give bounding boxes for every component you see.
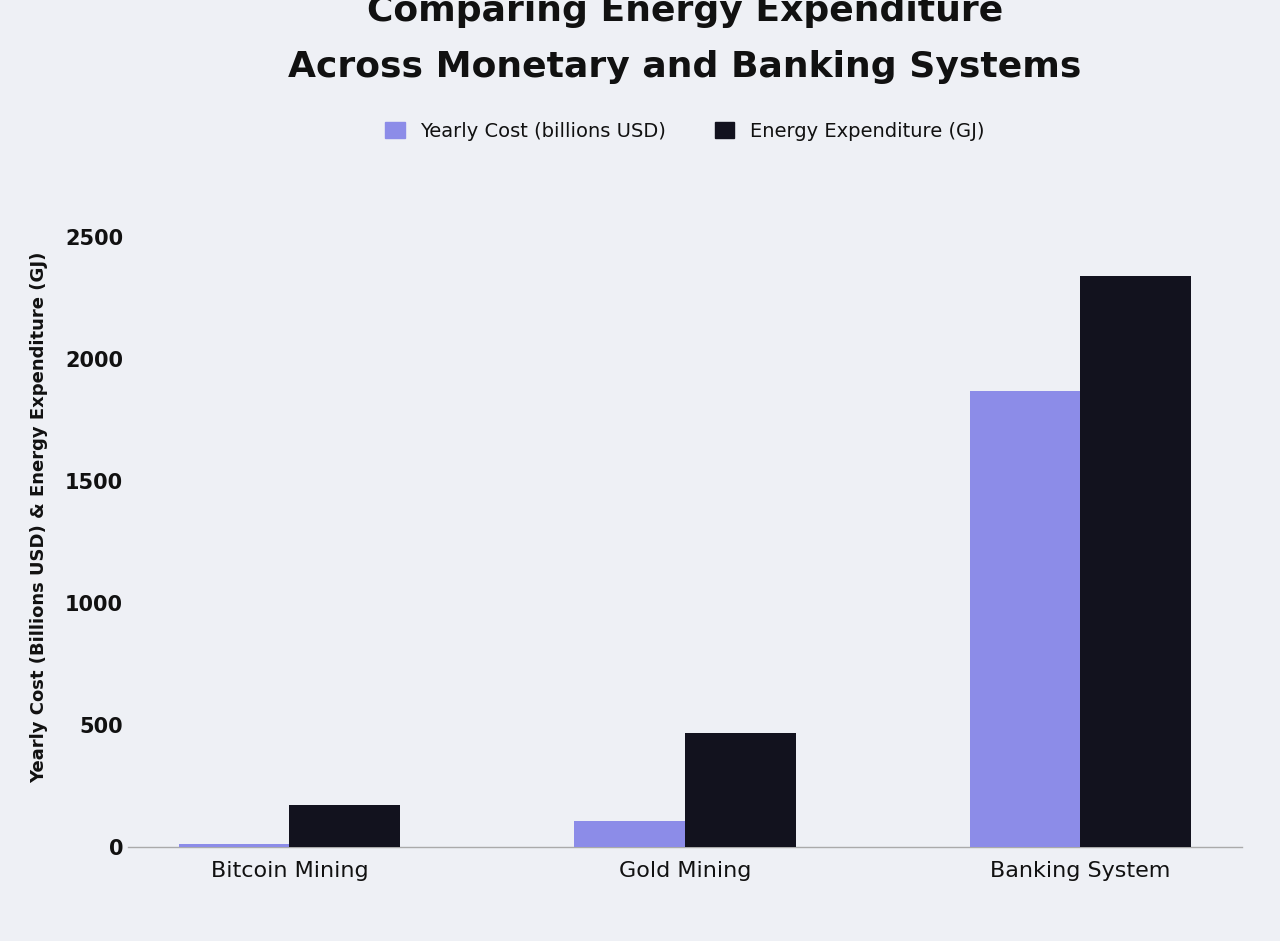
Bar xyxy=(1080,276,1190,847)
Legend: Yearly Cost (billions USD), Energy Expenditure (GJ): Yearly Cost (billions USD), Energy Expen… xyxy=(375,112,995,151)
Title: Comparing Energy Expenditure
Across Monetary and Banking Systems: Comparing Energy Expenditure Across Mone… xyxy=(288,0,1082,84)
Bar xyxy=(573,821,685,847)
Bar xyxy=(685,733,796,847)
Y-axis label: Yearly Cost (Billions USD) & Energy Expenditure (GJ): Yearly Cost (Billions USD) & Energy Expe… xyxy=(31,252,49,783)
Bar xyxy=(969,391,1080,847)
Bar xyxy=(179,844,289,847)
Bar xyxy=(289,805,401,847)
